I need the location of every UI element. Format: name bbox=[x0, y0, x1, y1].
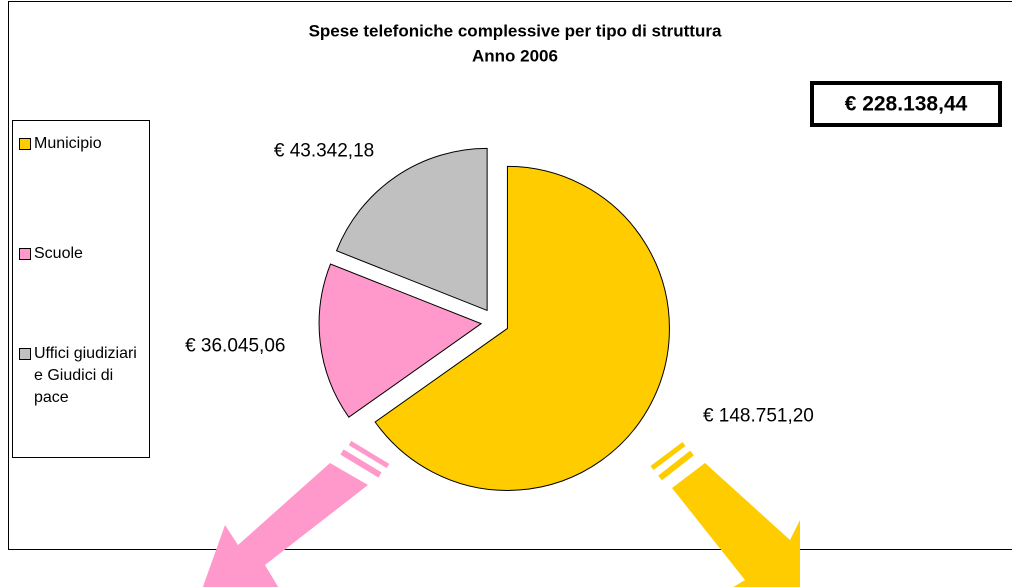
legend-entry: Scuole bbox=[19, 243, 144, 265]
legend-label: Scuole bbox=[34, 245, 83, 262]
value-label: € 148.751,20 bbox=[703, 406, 814, 427]
total-label: € 228.138,44 bbox=[845, 93, 968, 116]
chart-subtitle: Anno 2006 bbox=[472, 46, 558, 65]
pie-slice bbox=[335, 147, 488, 312]
pie-slice bbox=[318, 263, 483, 418]
legend-entry: Municipio bbox=[19, 133, 144, 155]
chart-title: Spese telefoniche complessive per tipo d… bbox=[309, 21, 722, 40]
legend-swatch bbox=[19, 248, 31, 260]
value-label: € 36.045,06 bbox=[185, 336, 285, 357]
yellow-arrow bbox=[650, 442, 800, 587]
pie-slice bbox=[374, 165, 670, 491]
legend-label: Municipio bbox=[34, 135, 102, 152]
legend-swatch bbox=[19, 138, 31, 150]
legend: Municipio Scuole Uffici giudiziari e Giudi… bbox=[12, 120, 150, 458]
legend-entry: Uffici giudiziari e Giudici di pace bbox=[19, 343, 144, 409]
total-box bbox=[810, 81, 1002, 127]
legend-swatch bbox=[19, 348, 31, 360]
legend-label: Uffici giudiziari e Giudici di pace bbox=[34, 345, 137, 406]
value-label: € 43.342,18 bbox=[274, 141, 374, 162]
pink-arrow bbox=[202, 440, 390, 587]
